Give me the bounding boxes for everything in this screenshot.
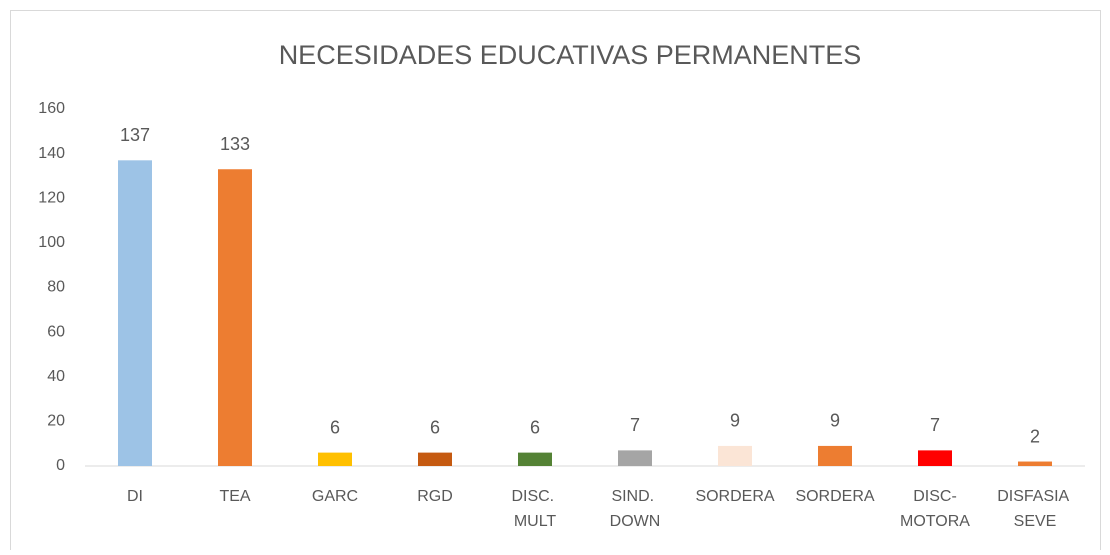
x-tick-label: DI [127, 488, 143, 505]
y-tick-label: 20 [47, 413, 65, 430]
x-tick-label: DISFASIA SEVE [997, 488, 1073, 530]
bar [618, 450, 652, 466]
x-tick-label: RGD [417, 488, 453, 505]
bar [318, 452, 352, 466]
data-label: 7 [630, 415, 640, 435]
data-label: 137 [120, 125, 150, 145]
y-tick-label: 60 [47, 323, 65, 340]
y-tick-label: 140 [38, 145, 65, 162]
y-tick-label: 160 [38, 100, 65, 117]
x-tick-label: SIND. DOWN [610, 488, 661, 530]
data-label: 6 [530, 417, 540, 437]
bar [918, 450, 952, 466]
x-tick-label: TEA [219, 488, 250, 505]
y-tick-label: 40 [47, 368, 65, 385]
data-label: 6 [330, 417, 340, 437]
data-label: 9 [830, 411, 840, 431]
y-tick-label: 100 [38, 234, 65, 251]
x-tick-label: GARC [312, 488, 358, 505]
bar [118, 160, 152, 466]
y-tick-label: 80 [47, 279, 65, 296]
data-label: 2 [1030, 426, 1040, 446]
x-tick-label: DISC-MOTORA [900, 488, 970, 530]
data-label: 6 [430, 417, 440, 437]
bar [1018, 461, 1052, 466]
data-label: 133 [220, 134, 250, 154]
y-tick-label: 0 [56, 457, 65, 474]
bar [218, 169, 252, 466]
chart-border [10, 10, 1101, 551]
data-label: 7 [930, 415, 940, 435]
data-label: 9 [730, 411, 740, 431]
x-tick-label: SORDERA [795, 488, 874, 505]
bar [818, 445, 852, 466]
y-tick-label: 120 [38, 189, 65, 206]
bar [518, 452, 552, 466]
bar [718, 445, 752, 466]
x-tick-label: SORDERA [695, 488, 774, 505]
bar [418, 452, 452, 466]
chart-title: NECESIDADES EDUCATIVAS PERMANENTES [279, 40, 862, 70]
x-tick-label: DISC. MULT [511, 488, 558, 530]
